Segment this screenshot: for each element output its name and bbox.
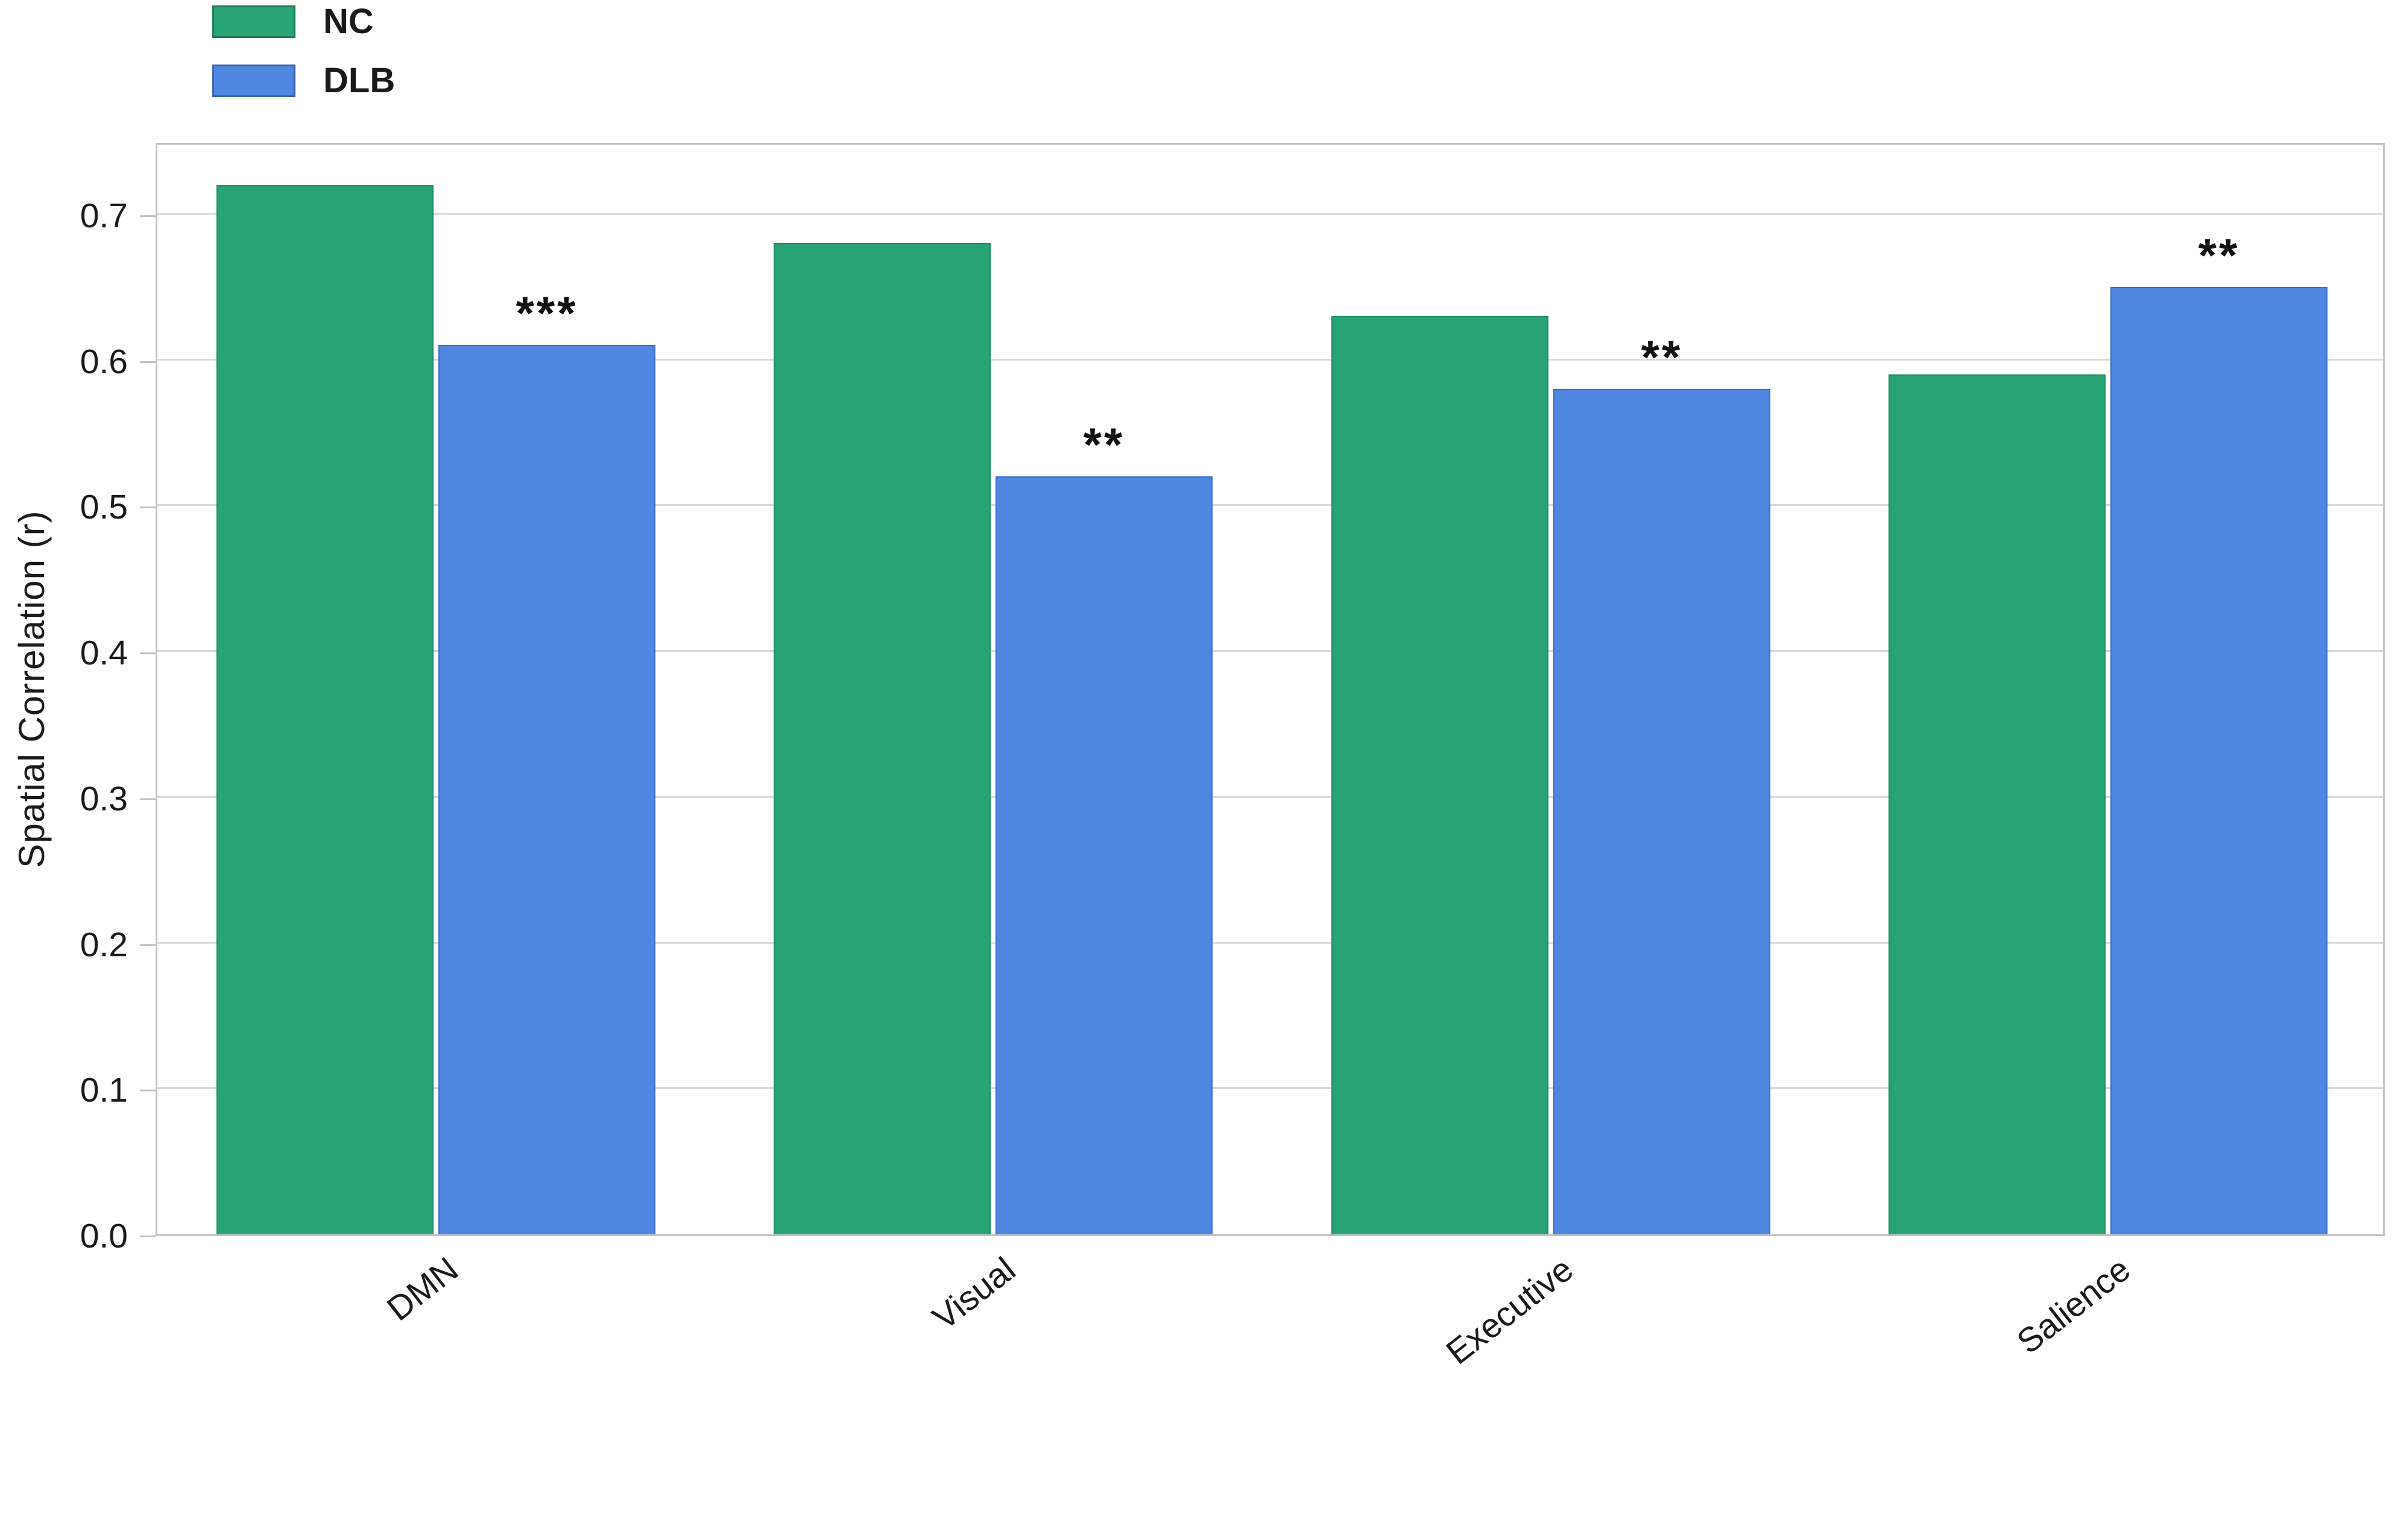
y-tick-label: 0.4 bbox=[80, 634, 128, 672]
y-tick-label: 0.1 bbox=[80, 1071, 128, 1109]
legend-item-nc: NC bbox=[212, 4, 395, 40]
legend-swatch-nc bbox=[212, 5, 295, 38]
significance-marker-dmn: *** bbox=[516, 286, 578, 339]
bar-nc-visual bbox=[774, 243, 991, 1234]
y-tick-mark bbox=[140, 652, 156, 654]
y-tick-label: 0.7 bbox=[80, 197, 128, 235]
legend-label-dlb: DLB bbox=[323, 61, 396, 100]
grid-line bbox=[157, 650, 2383, 652]
y-tick-label: 0.3 bbox=[80, 780, 128, 818]
grid-line bbox=[157, 504, 2383, 506]
bar-nc-salience bbox=[1889, 374, 2106, 1234]
y-tick-mark bbox=[140, 798, 156, 800]
y-tick-mark bbox=[140, 944, 156, 946]
y-tick-mark bbox=[140, 1090, 156, 1091]
y-tick-mark bbox=[140, 361, 156, 363]
x-tick-label-salience: Salience bbox=[2010, 1249, 2138, 1362]
significance-marker-salience: ** bbox=[2198, 229, 2240, 282]
significance-marker-visual: ** bbox=[1083, 418, 1125, 471]
x-tick-label-executive: Executive bbox=[1439, 1249, 1580, 1372]
x-tick-label-dmn: DMN bbox=[380, 1249, 465, 1329]
y-tick-label: 0.6 bbox=[80, 342, 128, 381]
significance-marker-executive: ** bbox=[1641, 330, 1683, 383]
bar-dlb-salience bbox=[2110, 287, 2327, 1234]
bar-chart-figure: NC DLB Spatial Correlation (r) *** ** ** **… bbox=[11, 4, 2385, 1372]
plot-area: *** ** ** ** bbox=[156, 143, 2385, 1236]
bar-dlb-dmn bbox=[438, 345, 655, 1234]
y-tick-label: 0.0 bbox=[80, 1217, 128, 1255]
y-tick-label: 0.5 bbox=[80, 488, 128, 526]
grid-line bbox=[157, 1087, 2383, 1089]
legend-swatch-dlb bbox=[212, 65, 295, 97]
x-tick-label-visual: Visual bbox=[926, 1249, 1023, 1338]
grid-line bbox=[157, 942, 2383, 944]
y-tick-mark bbox=[140, 215, 156, 217]
legend-label-nc: NC bbox=[323, 2, 374, 41]
legend-item-dlb: DLB bbox=[212, 63, 395, 99]
bar-nc-dmn bbox=[216, 185, 434, 1234]
bar-dlb-visual bbox=[996, 476, 1213, 1234]
grid-line bbox=[157, 359, 2383, 361]
legend: NC DLB bbox=[212, 4, 395, 122]
bar-nc-executive bbox=[1331, 316, 1548, 1234]
y-tick-mark bbox=[140, 506, 156, 508]
grid-line bbox=[157, 796, 2383, 798]
y-tick-label: 0.2 bbox=[80, 926, 128, 964]
bar-dlb-executive bbox=[1553, 389, 1770, 1234]
y-tick-mark bbox=[140, 1235, 156, 1237]
grid-line bbox=[157, 213, 2383, 215]
